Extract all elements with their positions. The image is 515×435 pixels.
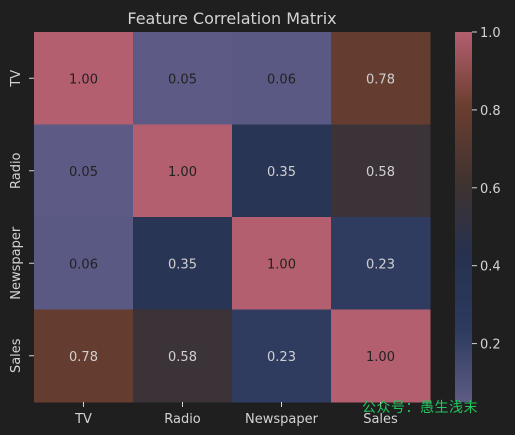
cell-value-label: 1.00: [168, 165, 197, 180]
cell-value-label: 0.23: [267, 350, 296, 365]
cell-value-label: 0.06: [69, 257, 98, 272]
heatmap-cell: [331, 217, 431, 310]
heatmap-cell: [331, 309, 431, 403]
y-tick-label: Radio: [9, 152, 24, 189]
heatmap-cell: [232, 32, 332, 125]
colorbar-tick-label: 1.0: [480, 26, 501, 41]
cell-value-label: 0.58: [366, 165, 395, 180]
heatmap-cell: [133, 124, 233, 218]
cell-value-label: 1.00: [366, 350, 395, 365]
heatmap-cell: [232, 217, 332, 310]
heatmap-cell: [232, 309, 332, 403]
colorbar-gradient: [455, 32, 472, 402]
heatmap-cell: [133, 32, 233, 125]
x-tick-label: TV: [74, 412, 92, 427]
heatmap-cell: [331, 124, 431, 218]
heatmap-cell: [34, 124, 134, 218]
cell-value-label: 1.00: [69, 72, 98, 87]
heatmap-cell: [133, 217, 233, 310]
cell-value-label: 0.78: [366, 72, 395, 87]
x-tick-label: Newspaper: [245, 412, 319, 427]
colorbar-tick-label: 0.6: [480, 182, 501, 197]
heatmap-cell: [34, 217, 134, 310]
cell-value-label: 0.05: [168, 72, 197, 87]
watermark-text: 公众号：愚生浅末: [362, 400, 478, 416]
heatmap-cell: [331, 32, 431, 125]
heatmap-cell: [34, 32, 134, 125]
colorbar-tick-label: 0.4: [480, 260, 501, 275]
x-axis-labels: TV Radio Newspaper Sales: [74, 402, 398, 427]
colorbar-tick-label: 0.2: [480, 338, 501, 353]
x-tick-label: Radio: [164, 412, 201, 427]
cell-value-label: 0.78: [69, 350, 98, 365]
cell-value-label: 0.06: [267, 72, 296, 87]
colorbar: 0.2 0.4 0.6 0.8 1.0: [455, 26, 501, 402]
heatmap-cell: [232, 124, 332, 218]
chart-title: Feature Correlation Matrix: [127, 9, 336, 28]
heatmap-cells: 1.00 0.05 0.06 0.78 0.05 1.00 0.35 0.58 0.06 0.35…: [34, 32, 431, 403]
y-axis-labels: TV Radio Newspaper Sales: [9, 70, 34, 373]
cell-value-label: 0.05: [69, 165, 98, 180]
cell-value-label: 0.35: [168, 257, 197, 272]
y-tick-label: Sales: [9, 338, 24, 373]
cell-value-label: 0.23: [366, 257, 395, 272]
y-tick-label: TV: [9, 70, 24, 88]
colorbar-tick-label: 0.8: [480, 104, 501, 119]
heatmap-cell: [34, 309, 134, 403]
y-tick-label: Newspaper: [9, 226, 24, 300]
x-tick-label: Sales: [363, 412, 398, 427]
cell-value-label: 0.58: [168, 350, 197, 365]
heatmap-cell: [133, 309, 233, 403]
cell-value-label: 1.00: [267, 257, 296, 272]
cell-value-label: 0.35: [267, 165, 296, 180]
